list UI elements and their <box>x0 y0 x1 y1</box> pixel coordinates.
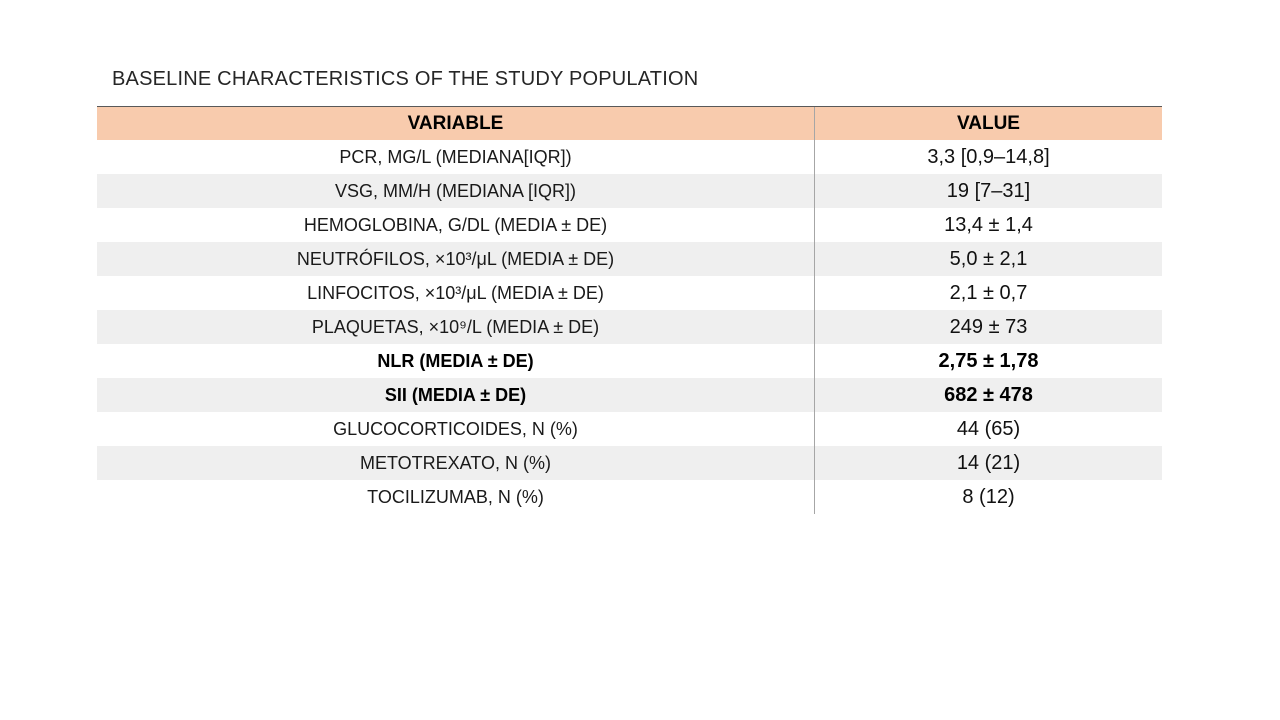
value-cell: 19 [7–31] <box>946 179 1031 202</box>
value-cell: 14 (21) <box>956 451 1021 474</box>
table-row: NEUTRÓFILOS, ×10³/μL (MEDIA ± DE) 5,0 ± … <box>97 242 1162 276</box>
value-cell: 2,75 ± 1,78 <box>938 349 1039 372</box>
page-title: BASELINE CHARACTERISTICS OF THE STUDY PO… <box>112 68 699 90</box>
baseline-characteristics-table: VARIABLE VALUE PCR, MG/L (MEDIANA[IQR]) … <box>97 106 1162 514</box>
variable-cell: LINFOCITOS, ×10³/μL (MEDIA ± DE) <box>97 276 815 310</box>
value-cell: 13,4 ± 1,4 <box>944 213 1033 236</box>
column-header-value: VALUE <box>957 112 1020 134</box>
table-row: TOCILIZUMAB, N (%) 8 (12) <box>97 480 1162 514</box>
column-header-variable: VARIABLE <box>97 107 815 140</box>
value-cell: 3,3 [0,9–14,8] <box>927 145 1050 168</box>
variable-cell: PLAQUETAS, ×10⁹/L (MEDIA ± DE) <box>97 310 815 344</box>
table-header-row: VARIABLE VALUE <box>97 107 1162 140</box>
variable-cell: NLR (MEDIA ± DE) <box>97 344 815 378</box>
value-cell: 682 ± 478 <box>944 383 1033 406</box>
variable-cell: PCR, MG/L (MEDIANA[IQR]) <box>97 140 815 174</box>
value-cell: 249 ± 73 <box>949 315 1028 338</box>
value-cell: 2,1 ± 0,7 <box>949 281 1028 304</box>
table-row: LINFOCITOS, ×10³/μL (MEDIA ± DE) 2,1 ± 0… <box>97 276 1162 310</box>
table-row: VSG, MM/H (MEDIANA [IQR]) 19 [7–31] <box>97 174 1162 208</box>
value-cell: 8 (12) <box>962 485 1015 508</box>
table-row: HEMOGLOBINA, G/DL (MEDIA ± DE) 13,4 ± 1,… <box>97 208 1162 242</box>
table-row: SII (MEDIA ± DE) 682 ± 478 <box>97 378 1162 412</box>
table-row: GLUCOCORTICOIDES, N (%) 44 (65) <box>97 412 1162 446</box>
variable-cell: VSG, MM/H (MEDIANA [IQR]) <box>97 174 815 208</box>
table-row: METOTREXATO, N (%) 14 (21) <box>97 446 1162 480</box>
table-row: PCR, MG/L (MEDIANA[IQR]) 3,3 [0,9–14,8] <box>97 140 1162 174</box>
variable-cell: SII (MEDIA ± DE) <box>97 378 815 412</box>
table-row: PLAQUETAS, ×10⁹/L (MEDIA ± DE) 249 ± 73 <box>97 310 1162 344</box>
variable-cell: HEMOGLOBINA, G/DL (MEDIA ± DE) <box>97 208 815 242</box>
variable-cell: TOCILIZUMAB, N (%) <box>97 480 815 514</box>
value-cell: 44 (65) <box>956 417 1021 440</box>
value-cell: 5,0 ± 2,1 <box>949 247 1028 270</box>
variable-cell: GLUCOCORTICOIDES, N (%) <box>97 412 815 446</box>
variable-cell: METOTREXATO, N (%) <box>97 446 815 480</box>
variable-cell: NEUTRÓFILOS, ×10³/μL (MEDIA ± DE) <box>97 242 815 276</box>
table-row: NLR (MEDIA ± DE) 2,75 ± 1,78 <box>97 344 1162 378</box>
